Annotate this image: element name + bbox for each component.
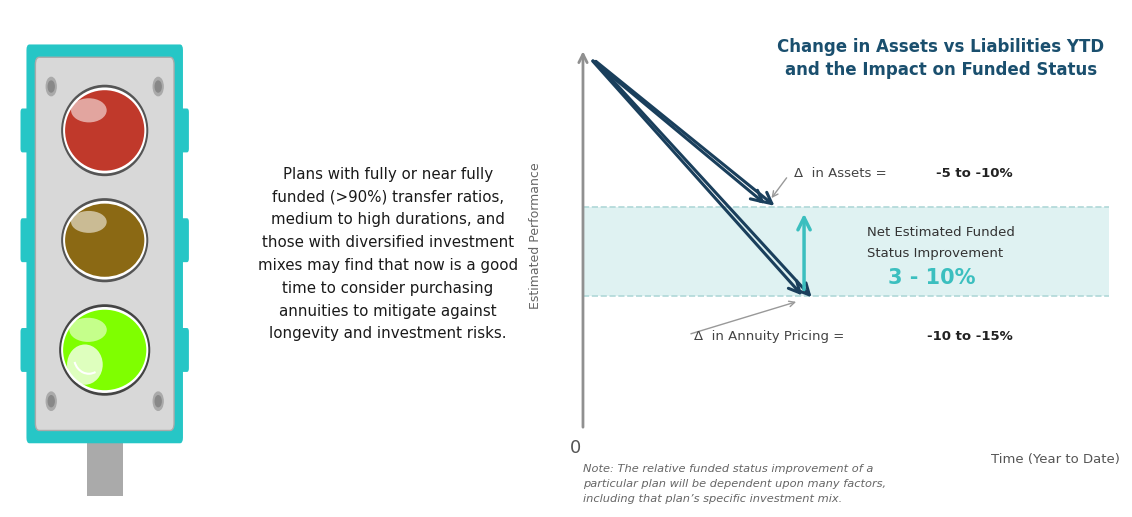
Circle shape	[153, 78, 163, 96]
Text: Change in Assets vs Liabilities YTD
and the Impact on Funded Status: Change in Assets vs Liabilities YTD and …	[778, 38, 1105, 80]
Ellipse shape	[67, 344, 103, 385]
Ellipse shape	[71, 211, 106, 233]
FancyBboxPatch shape	[26, 44, 183, 443]
Circle shape	[155, 81, 161, 92]
FancyBboxPatch shape	[20, 109, 41, 153]
Ellipse shape	[63, 87, 146, 173]
Ellipse shape	[71, 98, 106, 123]
FancyBboxPatch shape	[20, 218, 41, 262]
Circle shape	[155, 396, 161, 407]
Circle shape	[49, 396, 54, 407]
Ellipse shape	[66, 204, 145, 277]
Text: Estimated Performance: Estimated Performance	[529, 162, 542, 309]
FancyBboxPatch shape	[169, 218, 189, 262]
Text: 0: 0	[569, 439, 581, 457]
Ellipse shape	[69, 318, 106, 342]
Text: -10 to -15%: -10 to -15%	[927, 330, 1013, 343]
Circle shape	[49, 81, 54, 92]
Ellipse shape	[61, 198, 148, 282]
Ellipse shape	[66, 90, 145, 171]
Text: Net Estimated Funded: Net Estimated Funded	[867, 225, 1015, 239]
Text: -5 to -10%: -5 to -10%	[936, 168, 1012, 180]
FancyBboxPatch shape	[169, 328, 189, 372]
Circle shape	[46, 392, 57, 410]
Text: Δ  in Assets =: Δ in Assets =	[794, 168, 891, 180]
Ellipse shape	[59, 304, 151, 396]
Text: Status Improvement: Status Improvement	[867, 247, 1003, 260]
FancyBboxPatch shape	[207, 33, 568, 484]
FancyBboxPatch shape	[20, 328, 41, 372]
Circle shape	[153, 392, 163, 410]
Ellipse shape	[63, 310, 146, 390]
FancyBboxPatch shape	[87, 394, 122, 496]
Text: Δ  in Annuity Pricing =: Δ in Annuity Pricing =	[694, 330, 848, 343]
Ellipse shape	[61, 85, 148, 176]
Text: Plans with fully or near fully
funded (>90%) transfer ratios,
medium to high dur: Plans with fully or near fully funded (>…	[258, 167, 517, 341]
FancyBboxPatch shape	[169, 109, 189, 153]
Ellipse shape	[63, 201, 146, 280]
Ellipse shape	[61, 307, 148, 393]
Circle shape	[46, 78, 57, 96]
Text: 3 - 10%: 3 - 10%	[889, 268, 976, 288]
Text: Time (Year to Date): Time (Year to Date)	[990, 453, 1120, 466]
Text: Note: The relative funded status improvement of a
particular plan will be depend: Note: The relative funded status improve…	[583, 464, 886, 504]
FancyBboxPatch shape	[35, 57, 174, 431]
Bar	[583, 207, 1132, 296]
